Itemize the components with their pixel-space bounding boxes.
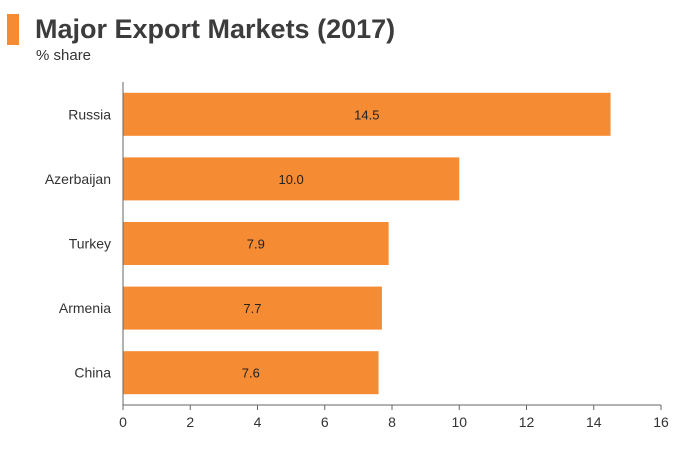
x-tick-label-16: 16 — [653, 414, 669, 430]
category-label-turkey: Turkey — [69, 236, 111, 252]
x-tick-label-4: 4 — [254, 414, 262, 430]
x-tick-label-10: 10 — [451, 414, 467, 430]
x-tick-label-14: 14 — [586, 414, 602, 430]
x-tick-label-12: 12 — [519, 414, 535, 430]
category-label-russia: Russia — [68, 106, 111, 122]
x-tick-label-8: 8 — [388, 414, 396, 430]
chart-title: Major Export Markets (2017) — [35, 14, 396, 44]
bar-azerbaijan — [123, 157, 460, 201]
bar-china — [123, 351, 379, 395]
chart-subtitle: % share — [36, 47, 92, 64]
x-tick-label-6: 6 — [321, 414, 329, 430]
category-label-armenia: Armenia — [59, 300, 111, 316]
data-label-china: 7.6 — [242, 366, 260, 381]
title-accent-bar — [7, 14, 19, 45]
bar-armenia — [123, 286, 382, 330]
data-label-russia: 14.5 — [354, 107, 379, 122]
x-tick-label-2: 2 — [186, 414, 194, 430]
data-label-armenia: 7.7 — [243, 301, 261, 316]
category-label-china: China — [74, 365, 111, 381]
bar-russia — [123, 92, 611, 136]
data-label-turkey: 7.9 — [247, 237, 265, 252]
data-label-azerbaijan: 10.0 — [278, 172, 303, 187]
x-tick-label-0: 0 — [119, 414, 127, 430]
category-label-azerbaijan: Azerbaijan — [45, 171, 111, 187]
bar-turkey — [123, 222, 389, 265]
